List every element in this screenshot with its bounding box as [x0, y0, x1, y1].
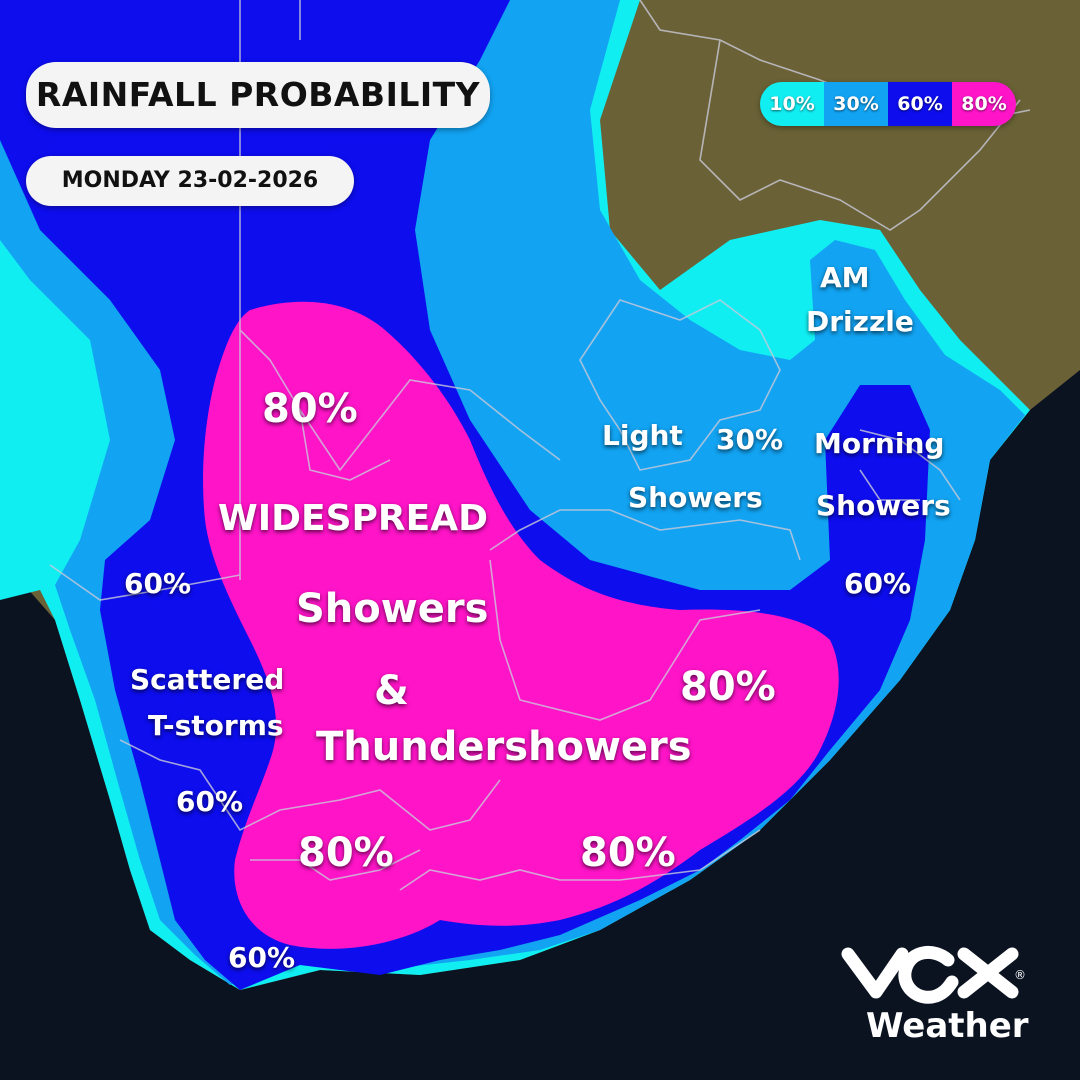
label-nw-80: 80%: [262, 386, 358, 432]
zone-80: [203, 301, 839, 949]
logo-wordmark: Weather: [866, 1006, 1029, 1046]
label-light: Light: [602, 419, 683, 452]
label-scattered: Scattered: [130, 663, 285, 696]
label-west-60: 60%: [124, 567, 192, 600]
label-thundershowers: Thundershowers: [316, 724, 692, 770]
registered-mark: ®: [1014, 968, 1026, 982]
borders: [49, 0, 1031, 891]
label-southwest-60: 60%: [176, 785, 244, 818]
label-showers: Showers: [296, 586, 489, 632]
label-morning: Morning: [814, 427, 945, 460]
label-am: AM: [820, 261, 870, 294]
label-center-30: 30%: [716, 423, 784, 456]
vox-weather-logo: ® Weather: [836, 940, 1036, 1050]
label-light-showers: Showers: [628, 481, 763, 514]
title-pill: RAINFALL PROBABILITY: [26, 62, 490, 128]
label-ampersand: &: [374, 668, 409, 714]
label-south-80-east: 80%: [580, 830, 676, 876]
legend-item-30: 30%: [824, 82, 888, 126]
legend-item-60: 60%: [888, 82, 952, 126]
legend: 10% 30% 60% 80%: [760, 82, 1016, 126]
date-pill: MONDAY 23-02-2026: [26, 156, 354, 206]
vox-mark: [841, 946, 1019, 1004]
label-morning-showers: Showers: [816, 489, 951, 522]
legend-item-10: 10%: [760, 82, 824, 126]
label-east-80: 80%: [680, 664, 776, 710]
label-northeast-60: 60%: [844, 567, 912, 600]
label-drizzle: Drizzle: [806, 305, 914, 338]
label-tstorms: T-storms: [148, 709, 284, 742]
label-cape-60: 60%: [228, 941, 296, 974]
legend-item-80: 80%: [952, 82, 1016, 126]
label-widespread: WIDESPREAD: [218, 498, 488, 539]
label-south-80-west: 80%: [298, 830, 394, 876]
